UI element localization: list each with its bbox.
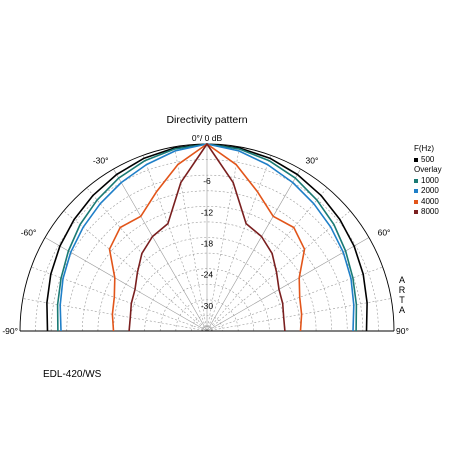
legend: F(Hz) 500 Overlay 1000 2000 4000 8000 bbox=[414, 144, 442, 218]
angle-tick-label: -30° bbox=[93, 155, 109, 165]
legend-swatch-500 bbox=[414, 157, 418, 162]
radial-tick-label: 0°/ 0 dB bbox=[192, 133, 223, 143]
series-line-8000 bbox=[128, 143, 286, 332]
radial-tick-label: -6 bbox=[203, 176, 211, 186]
legend-swatch-1000 bbox=[414, 178, 418, 183]
db-gridline bbox=[82, 206, 332, 332]
brand-letter: A bbox=[398, 275, 405, 285]
legend-label-8000: 8000 bbox=[421, 207, 439, 216]
db-gridline bbox=[175, 299, 239, 332]
angle-tick-label: -90° bbox=[2, 326, 18, 336]
radial-gridline bbox=[206, 146, 240, 332]
legend-swatch-2000 bbox=[414, 189, 418, 194]
legend-label-500: 500 bbox=[421, 154, 435, 164]
brand-letter: T bbox=[399, 295, 405, 305]
angle-tick-label: 60° bbox=[378, 228, 391, 238]
db-gridline bbox=[159, 283, 255, 332]
angle-tick-label: -60° bbox=[21, 228, 37, 238]
radial-gridline bbox=[206, 187, 328, 332]
brand-letter: A bbox=[398, 305, 405, 315]
series-layer bbox=[46, 143, 368, 332]
db-gridline bbox=[191, 315, 223, 332]
legend-item-4000: 4000 bbox=[414, 197, 442, 208]
legend-label-4000: 4000 bbox=[421, 196, 439, 206]
legend-item-500: 500 bbox=[414, 155, 442, 166]
db-gridline bbox=[113, 237, 301, 332]
db-gridline bbox=[50, 174, 364, 332]
radial-tick-labels: 0°/ 0 dB -6 -12 -18 -24 -30 bbox=[192, 133, 223, 311]
chart-title: Directivity pattern bbox=[166, 114, 248, 126]
legend-label-1000: 1000 bbox=[421, 175, 439, 185]
db-gridline bbox=[144, 268, 270, 332]
radial-tick-label: -24 bbox=[201, 270, 214, 280]
angle-tick-labels: -90° -60° -30° 30° 60° 90° bbox=[2, 155, 409, 336]
angle-tick-label: 30° bbox=[306, 155, 319, 165]
radial-tick-label: -12 bbox=[201, 207, 214, 217]
radial-tick-label: -30 bbox=[201, 301, 214, 311]
db-gridline bbox=[35, 159, 379, 332]
footer-label: EDL-420/WS bbox=[43, 369, 102, 380]
angle-tick-label: 90° bbox=[396, 326, 409, 336]
legend-label-2000: 2000 bbox=[421, 186, 439, 195]
polar-grid bbox=[19, 143, 395, 332]
legend-item-2000: 2000 bbox=[414, 186, 442, 197]
legend-overlay-label: Overlay bbox=[414, 165, 442, 174]
db-gridline bbox=[66, 190, 348, 332]
legend-item-1000: 1000 bbox=[414, 176, 442, 187]
brand-letter: R bbox=[398, 285, 406, 295]
radial-gridline bbox=[206, 168, 301, 332]
radial-gridline bbox=[174, 146, 208, 332]
legend-header: F(Hz) bbox=[414, 144, 434, 153]
radial-gridline bbox=[206, 155, 272, 332]
legend-swatch-4000 bbox=[414, 199, 418, 204]
legend-item-8000: 8000 bbox=[414, 207, 442, 218]
legend-swatch-8000 bbox=[414, 210, 418, 215]
db-gridline bbox=[128, 252, 286, 332]
radial-tick-label: -18 bbox=[201, 239, 214, 249]
